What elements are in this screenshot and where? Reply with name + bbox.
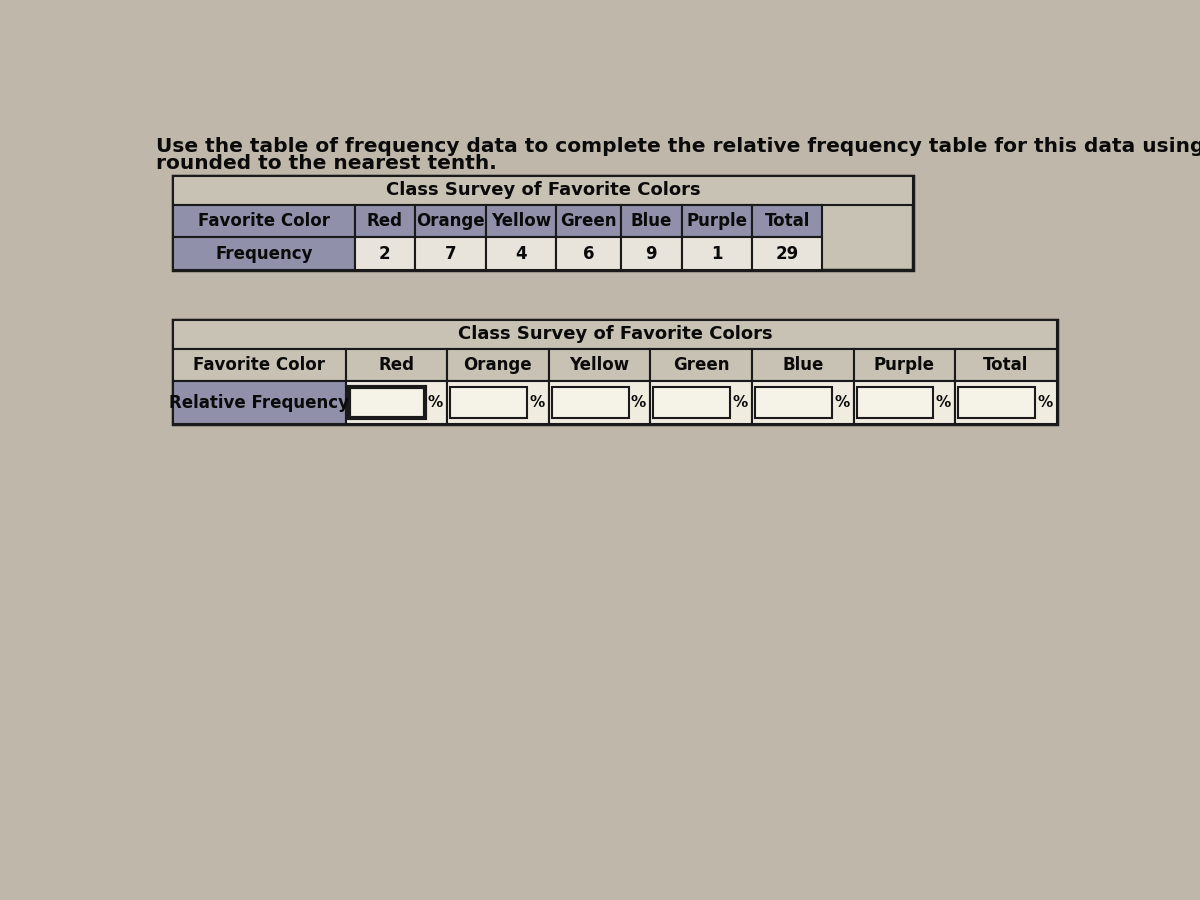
Bar	[650, 382, 752, 424]
Text: 1: 1	[712, 245, 722, 263]
Bar	[755, 387, 832, 418]
Bar	[173, 238, 354, 270]
Bar	[853, 382, 955, 424]
Text: Orange: Orange	[463, 356, 533, 374]
Text: Favorite Color: Favorite Color	[193, 356, 325, 374]
Text: Favorite Color: Favorite Color	[198, 212, 330, 230]
Bar	[650, 349, 752, 382]
Text: Red: Red	[378, 356, 414, 374]
Text: %: %	[834, 395, 850, 410]
Text: Class Survey of Favorite Colors: Class Survey of Favorite Colors	[386, 182, 701, 200]
Text: Purple: Purple	[686, 212, 748, 230]
Text: 9: 9	[646, 245, 658, 263]
Bar	[173, 382, 346, 424]
Bar	[486, 238, 556, 270]
Text: 7: 7	[445, 245, 456, 263]
Text: %: %	[1037, 395, 1052, 410]
Bar	[955, 382, 1057, 424]
Text: Yellow: Yellow	[570, 356, 630, 374]
Bar	[349, 387, 426, 418]
Bar	[354, 205, 415, 238]
Text: Blue: Blue	[631, 212, 672, 230]
Bar	[415, 238, 486, 270]
Text: %: %	[936, 395, 952, 410]
Text: Yellow: Yellow	[491, 212, 551, 230]
Text: 4: 4	[515, 245, 527, 263]
Text: Relative Frequency: Relative Frequency	[169, 393, 349, 411]
Text: Use the table of frequency data to complete the relative frequency table for thi: Use the table of frequency data to compl…	[156, 138, 1200, 157]
Bar	[173, 349, 346, 382]
Bar	[556, 205, 622, 238]
Bar	[752, 382, 853, 424]
Text: rounded to the nearest tenth.: rounded to the nearest tenth.	[156, 154, 497, 173]
Bar	[622, 238, 682, 270]
Bar	[556, 238, 622, 270]
Bar	[346, 349, 448, 382]
Text: Total: Total	[983, 356, 1028, 374]
Bar	[622, 205, 682, 238]
Bar	[548, 349, 650, 382]
Bar	[752, 238, 822, 270]
Text: Purple: Purple	[874, 356, 935, 374]
Bar	[959, 387, 1036, 418]
Text: 6: 6	[583, 245, 594, 263]
Text: 2: 2	[379, 245, 391, 263]
Bar	[955, 349, 1057, 382]
Text: 29: 29	[775, 245, 799, 263]
Bar	[173, 176, 913, 205]
Bar	[682, 205, 752, 238]
Bar	[752, 349, 853, 382]
Text: Class Survey of Favorite Colors: Class Survey of Favorite Colors	[457, 326, 773, 344]
Bar	[173, 320, 1057, 349]
Text: Green: Green	[560, 212, 617, 230]
Bar	[486, 205, 556, 238]
Bar	[173, 205, 354, 238]
Text: %: %	[631, 395, 647, 410]
Text: %: %	[529, 395, 545, 410]
Text: Green: Green	[673, 356, 730, 374]
Bar	[857, 387, 934, 418]
Bar	[448, 349, 548, 382]
Bar	[654, 387, 731, 418]
Bar	[173, 176, 913, 270]
Bar	[548, 382, 650, 424]
Text: Blue: Blue	[782, 356, 823, 374]
Bar	[415, 205, 486, 238]
Bar	[682, 238, 752, 270]
Text: Orange: Orange	[416, 212, 485, 230]
Text: %: %	[732, 395, 748, 410]
Bar	[552, 387, 629, 418]
Bar	[752, 205, 822, 238]
Bar	[448, 382, 548, 424]
Text: Frequency: Frequency	[215, 245, 313, 263]
Bar	[173, 320, 1057, 424]
Bar	[853, 349, 955, 382]
Bar	[354, 238, 415, 270]
Bar	[450, 387, 527, 418]
Text: Total: Total	[764, 212, 810, 230]
Bar	[346, 382, 448, 424]
Text: Red: Red	[367, 212, 403, 230]
Text: %: %	[427, 395, 443, 410]
